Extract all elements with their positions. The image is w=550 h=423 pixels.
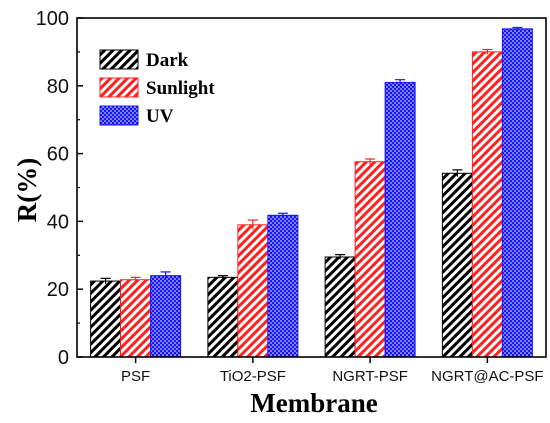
bar-sunlight-2 [354,161,386,358]
error-bar-uv-3 [512,26,523,31]
error-bar-sunlight-2 [365,158,376,165]
y-axis-title: R(%) [12,158,42,222]
error-bar-uv-0 [160,271,171,280]
bar-uv-2 [384,81,416,358]
x-tick-label: NGRT@AC-PSF [431,368,543,385]
bar-sunlight-1 [237,224,269,358]
y-tick-label: 40 [47,211,69,233]
error-bar-uv-2 [395,79,406,86]
legend-item-sunlight: Sunlight [99,77,215,99]
bar-sunlight-3 [471,51,503,358]
error-bar-dark-1 [217,275,228,280]
error-bar-dark-2 [335,254,346,260]
legend-swatch [99,77,139,98]
legend-swatch [99,49,139,70]
bar-dark-2 [324,256,356,358]
bar-dark-0 [90,280,122,358]
bar-dark-3 [441,172,473,358]
bar-dark-1 [207,276,239,358]
legend-item-uv: UV [99,105,174,127]
error-bar-uv-1 [277,212,288,218]
y-tick-label: 80 [47,76,69,98]
bar-sunlight-0 [120,279,152,358]
y-tick-label: 100 [36,8,69,30]
error-bar-sunlight-0 [130,276,141,283]
y-tick-label: 60 [47,144,69,166]
legend-label: Dark [146,50,189,71]
error-bar-dark-0 [100,277,111,284]
x-tick-label: PSF [121,368,150,385]
error-bar-sunlight-3 [482,48,493,55]
x-tick-label: TiO2-PSF [220,368,286,385]
y-tick-label: 0 [58,347,69,369]
x-tick-label: NGRT-PSF [332,368,408,385]
error-bar-sunlight-1 [247,219,258,230]
bar-uv-0 [150,275,182,358]
y-tick-label: 20 [47,279,69,301]
x-axis-title: Membrane [250,388,377,418]
error-bar-dark-3 [452,169,463,177]
legend-label: UV [146,106,174,127]
legend-label: Sunlight [146,78,215,99]
bars-layer [90,26,533,358]
bar-uv-1 [267,214,299,358]
legend-swatch [99,105,139,126]
legend: Dark Sunlight UV [99,49,215,127]
axes-layer: PSF TiO2-PSF NGRT-PSF NGRT@AC-PSF 0 20 40 60 80 1… [36,8,547,385]
bar-uv-3 [501,28,533,358]
legend-item-dark: Dark [99,49,189,71]
